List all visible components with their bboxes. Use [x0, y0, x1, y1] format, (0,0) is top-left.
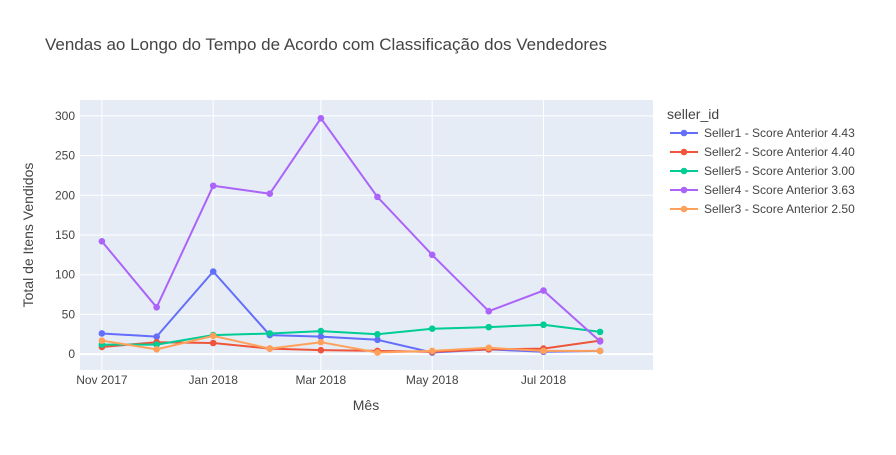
- data-point[interactable]: [428, 251, 436, 259]
- data-point[interactable]: [317, 338, 325, 346]
- data-point[interactable]: [153, 346, 160, 353]
- grid-layer: [80, 100, 653, 370]
- legend-items: Seller1 - Score Anterior 4.43 Seller2 - S…: [670, 126, 855, 216]
- data-point[interactable]: [374, 193, 381, 201]
- legend-item[interactable]: Seller5 - Score Anterior 3.00: [670, 164, 855, 178]
- y-tick-label: 150: [55, 228, 75, 242]
- data-point[interactable]: [428, 347, 436, 355]
- y-tick-label: 50: [62, 307, 76, 321]
- data-point[interactable]: [317, 327, 325, 335]
- data-point[interactable]: [485, 307, 493, 315]
- legend-label: Seller4 - Score Anterior 3.63: [704, 183, 855, 197]
- legend-item[interactable]: Seller2 - Score Anterior 4.40: [670, 145, 855, 159]
- chart-title: Vendas ao Longo do Tempo de Acordo com C…: [45, 35, 607, 54]
- legend-marker-swatch: [680, 129, 688, 137]
- y-axis-title: Total de Itens Vendidos: [20, 163, 36, 308]
- data-point[interactable]: [209, 332, 217, 340]
- y-tick-label: 0: [68, 347, 75, 361]
- legend-marker-swatch: [680, 148, 688, 156]
- y-tick-label: 100: [55, 268, 75, 282]
- series-layer: [98, 114, 604, 356]
- legend-label: Seller2 - Score Anterior 4.40: [704, 145, 855, 159]
- y-tick-label: 250: [55, 149, 75, 163]
- data-point[interactable]: [153, 333, 160, 340]
- legend-label: Seller3 - Score Anterior 2.50: [704, 202, 855, 216]
- data-point[interactable]: [317, 333, 325, 340]
- data-point[interactable]: [98, 337, 106, 344]
- y-tick-label: 200: [55, 188, 75, 202]
- legend-label: Seller1 - Score Anterior 4.43: [704, 126, 855, 140]
- legend-marker-swatch: [680, 205, 688, 213]
- data-point[interactable]: [596, 328, 604, 336]
- data-point[interactable]: [317, 114, 325, 122]
- data-point[interactable]: [98, 330, 106, 337]
- series-line[interactable]: [101, 334, 601, 354]
- series-5[interactable]: [98, 332, 604, 356]
- legend-marker-swatch: [680, 167, 688, 175]
- series-line[interactable]: [101, 323, 601, 346]
- legend-item[interactable]: Seller3 - Score Anterior 2.50: [670, 202, 855, 216]
- data-point[interactable]: [209, 268, 217, 275]
- x-tick-label: Nov 2017: [76, 373, 128, 387]
- data-point[interactable]: [540, 347, 547, 355]
- x-tick-label: Jul 2018: [521, 373, 567, 387]
- series-line[interactable]: [101, 117, 601, 343]
- x-tick-label: Jan 2018: [189, 373, 239, 387]
- data-point[interactable]: [209, 182, 217, 190]
- data-point[interactable]: [540, 287, 547, 294]
- x-axis-title: Mês: [353, 397, 379, 413]
- data-point[interactable]: [485, 344, 493, 352]
- data-point[interactable]: [266, 345, 274, 352]
- data-point[interactable]: [374, 336, 381, 344]
- data-point[interactable]: [540, 321, 547, 329]
- tick-layer: Nov 2017 Jan 2018 Mar 2018 May 2018 Jul 2018…: [55, 109, 567, 387]
- data-point[interactable]: [153, 341, 160, 348]
- data-point[interactable]: [596, 338, 604, 345]
- data-point[interactable]: [317, 346, 325, 354]
- data-point[interactable]: [266, 190, 274, 198]
- data-point[interactable]: [596, 347, 604, 355]
- legend-title: seller_id: [667, 106, 719, 122]
- data-point[interactable]: [266, 330, 274, 337]
- data-point[interactable]: [374, 330, 381, 338]
- series-4[interactable]: [98, 114, 604, 345]
- x-tick-label: Mar 2018: [296, 373, 347, 387]
- data-point[interactable]: [428, 325, 436, 333]
- legend-label: Seller5 - Score Anterior 3.00: [704, 164, 855, 178]
- data-point[interactable]: [153, 303, 160, 311]
- legend-item[interactable]: Seller1 - Score Anterior 4.43: [670, 126, 855, 140]
- data-point[interactable]: [209, 339, 217, 347]
- data-point[interactable]: [485, 323, 493, 331]
- legend-marker-swatch: [680, 186, 688, 194]
- legend-item[interactable]: Seller4 - Score Anterior 3.63: [670, 183, 855, 197]
- series-line[interactable]: [101, 270, 601, 354]
- x-tick-label: May 2018: [406, 373, 459, 387]
- data-point[interactable]: [98, 238, 106, 245]
- data-point[interactable]: [374, 349, 381, 356]
- legend[interactable]: seller_id Seller1 - Score Anterior 4.43S…: [667, 106, 855, 216]
- y-tick-label: 300: [55, 109, 75, 123]
